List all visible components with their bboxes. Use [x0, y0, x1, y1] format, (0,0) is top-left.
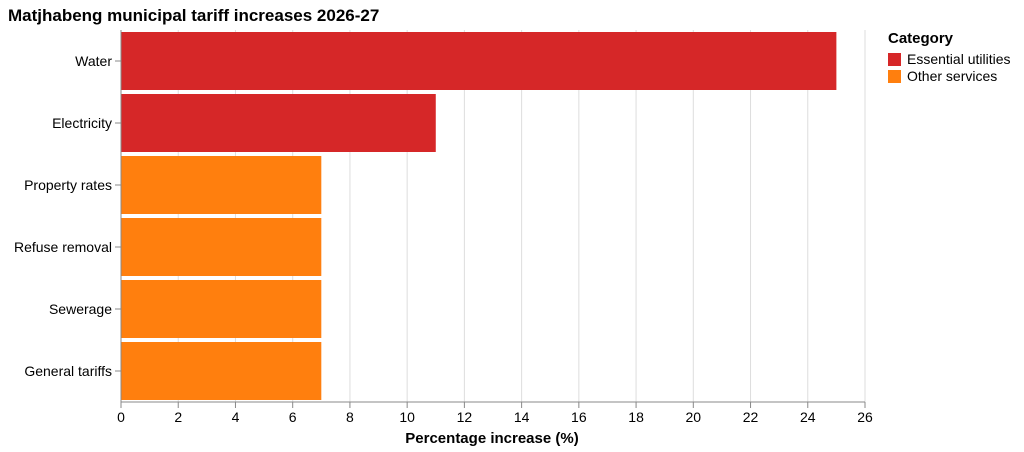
y-tick-label: Refuse removal — [14, 239, 112, 255]
grid-lines — [120, 30, 866, 402]
x-axis: 0 2 4 6 8 10 12 14 16 18 20 22 24 26 — [117, 401, 873, 425]
bar-water — [121, 32, 837, 90]
x-tick-label: 24 — [800, 409, 816, 425]
bar-property-rates — [121, 156, 322, 214]
bar-refuse-removal — [121, 218, 322, 276]
chart-title: Matjhabeng municipal tariff increases 20… — [8, 6, 379, 25]
x-tick-label: 18 — [628, 409, 644, 425]
x-tick-label: 6 — [289, 409, 297, 425]
x-tick-label: 10 — [399, 409, 415, 425]
x-tick-label: 16 — [571, 409, 587, 425]
x-tick-label: 8 — [346, 409, 354, 425]
x-tick-label: 2 — [174, 409, 182, 425]
x-tick-label: 4 — [232, 409, 240, 425]
legend-label: Other services — [907, 68, 997, 84]
x-tick-label: 12 — [457, 409, 473, 425]
x-tick-label: 26 — [857, 409, 873, 425]
bar-sewerage — [121, 280, 322, 338]
y-axis: Water Electricity Property rates Refuse rem… — [14, 30, 122, 402]
x-tick-label: 20 — [686, 409, 702, 425]
bar-electricity — [121, 94, 436, 152]
y-tick-label: Property rates — [24, 177, 112, 193]
y-tick-label: General tariffs — [24, 363, 112, 379]
x-tick-label: 14 — [514, 409, 530, 425]
bar-general-tariffs — [121, 342, 322, 400]
legend-label: Essential utilities — [907, 51, 1011, 67]
y-tick-label: Sewerage — [49, 301, 112, 317]
y-tick-label: Electricity — [52, 115, 112, 131]
y-tick-label: Water — [75, 53, 112, 69]
legend-swatch — [888, 70, 901, 83]
x-axis-title: Percentage increase (%) — [405, 430, 578, 447]
x-tick-label: 0 — [117, 409, 125, 425]
legend-swatch — [888, 53, 901, 66]
bars — [121, 32, 837, 400]
legend-title: Category — [888, 30, 954, 47]
x-tick-label: 22 — [743, 409, 759, 425]
